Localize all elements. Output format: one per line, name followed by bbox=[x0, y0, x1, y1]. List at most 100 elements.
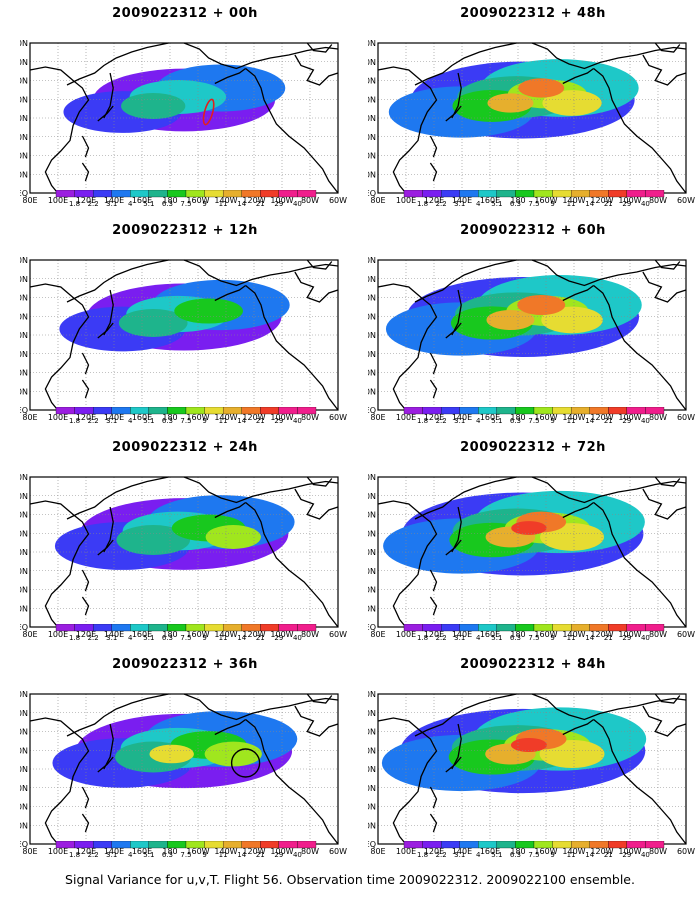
coastline bbox=[429, 786, 438, 809]
lon-label: 60W bbox=[677, 413, 695, 422]
coastline bbox=[29, 283, 90, 411]
coastline bbox=[593, 501, 687, 628]
colorbar-swatch bbox=[422, 190, 442, 198]
lon-label: 80W bbox=[649, 630, 667, 639]
colorbar-swatch bbox=[515, 624, 535, 632]
coastline bbox=[562, 501, 594, 519]
colorbar: 1.8 2.2 3.1 4 5.1 6.3 7.5 9 11 14 21 29 40 bbox=[403, 841, 665, 859]
colorbar-label: 2.2 bbox=[88, 417, 99, 425]
lon-label: 80E bbox=[370, 413, 385, 422]
lon-label: 100W bbox=[270, 196, 293, 205]
colorbar-swatch bbox=[260, 841, 280, 849]
lat-label: 50N bbox=[20, 746, 28, 755]
panel-title: 2009022312 + 72h bbox=[460, 440, 606, 455]
colorbar-swatch bbox=[422, 841, 442, 849]
colorbar-swatch bbox=[297, 841, 317, 849]
variance-field bbox=[63, 64, 286, 133]
lat-label: 40N bbox=[368, 548, 376, 557]
colorbar-swatch bbox=[552, 624, 572, 632]
coastline bbox=[562, 284, 594, 302]
map-plot: 80N 70N 60N 50N 40N 30N 20N 10N EQ80E 100E 120E 140… bbox=[368, 39, 695, 205]
coastline bbox=[429, 569, 438, 592]
lat-label: 20N bbox=[20, 803, 28, 812]
lon-label: 160E bbox=[132, 847, 152, 856]
coastline bbox=[562, 718, 594, 736]
colorbar-swatch bbox=[241, 841, 261, 849]
coastline bbox=[642, 705, 687, 737]
colorbar-swatch bbox=[55, 624, 75, 632]
colorbar-swatch bbox=[552, 841, 572, 849]
colorbar-swatch bbox=[167, 407, 187, 415]
colorbar-swatch bbox=[130, 841, 150, 849]
lat-label: 40N bbox=[20, 548, 28, 557]
lon-label: 140E bbox=[452, 413, 472, 422]
lon-label: 160W bbox=[534, 413, 557, 422]
colorbar-swatch bbox=[185, 407, 205, 415]
colorbar-label: 6.3 bbox=[510, 417, 521, 425]
lat-label: 10N bbox=[20, 821, 28, 830]
panel-title: 2009022312 + 60h bbox=[460, 223, 606, 238]
coastline bbox=[97, 539, 114, 556]
colorbar-swatch bbox=[515, 407, 535, 415]
coastline bbox=[414, 42, 517, 86]
colorbar-swatch bbox=[260, 624, 280, 632]
colorbar-swatch bbox=[403, 190, 423, 198]
map-plot: 80N 70N 60N 50N 40N 30N 20N 10N EQ80E 100E 120E 140… bbox=[20, 690, 347, 856]
coastline bbox=[306, 693, 333, 704]
colorbar-swatch bbox=[589, 841, 609, 849]
lon-label: 160E bbox=[480, 413, 500, 422]
coastline bbox=[81, 135, 90, 158]
colorbar-label: 6.3 bbox=[162, 417, 173, 425]
colorbar-label: 4 bbox=[128, 634, 133, 642]
coastline bbox=[451, 723, 462, 770]
coastline bbox=[245, 501, 339, 628]
lat-label: 50N bbox=[20, 95, 28, 104]
lon-label: 160W bbox=[534, 630, 557, 639]
colorbar-label: 40 bbox=[293, 200, 302, 208]
coastline bbox=[29, 500, 90, 628]
lon-label: 140W bbox=[214, 413, 237, 422]
colorbar-swatch bbox=[496, 190, 516, 198]
lon-label: 100W bbox=[618, 847, 641, 856]
colorbar-swatch bbox=[478, 407, 498, 415]
colorbar-label: 21 bbox=[604, 200, 613, 208]
lat-lon-grid bbox=[378, 260, 686, 410]
colorbar-label: 40 bbox=[641, 200, 650, 208]
lon-label: 140E bbox=[452, 630, 472, 639]
lat-label: 70N bbox=[20, 275, 28, 284]
colorbar-swatch bbox=[459, 624, 479, 632]
lat-label: 70N bbox=[368, 58, 376, 67]
lon-label: 180 bbox=[510, 630, 525, 639]
lat-label: 60N bbox=[368, 77, 376, 86]
lon-label: 120E bbox=[424, 630, 444, 639]
colorbar-label: 5.1 bbox=[491, 634, 502, 642]
lon-label: 160E bbox=[132, 196, 152, 205]
coastline bbox=[306, 476, 333, 487]
colorbar-label: 21 bbox=[256, 417, 265, 425]
colorbar-label: 1.8 bbox=[417, 851, 428, 859]
colorbar-swatches bbox=[403, 190, 665, 198]
lon-label: 120W bbox=[590, 847, 613, 856]
lon-label: 140E bbox=[104, 847, 124, 856]
variance-patch bbox=[174, 298, 244, 324]
forecast-panel: 2009022312 + 60h 80N 70N 60N 50N 40N 30N 20N 10N… bbox=[368, 223, 698, 438]
colorbar-label: 2.2 bbox=[436, 634, 447, 642]
lon-label: 160W bbox=[186, 630, 209, 639]
colorbar-label: 6.3 bbox=[510, 634, 521, 642]
colorbar-label: 40 bbox=[641, 851, 650, 859]
colorbar: 1.8 2.2 3.1 4 5.1 6.3 7.5 9 11 14 21 29 40 bbox=[403, 190, 665, 208]
colorbar-swatches bbox=[403, 624, 665, 632]
coastline bbox=[562, 67, 594, 85]
coastline bbox=[451, 289, 462, 336]
colorbar-swatch bbox=[92, 841, 112, 849]
colorbar-label: 40 bbox=[293, 851, 302, 859]
colorbar-label: 7.5 bbox=[180, 634, 191, 642]
coastline bbox=[642, 271, 687, 303]
lon-label: 120E bbox=[424, 847, 444, 856]
colorbar-label: 11 bbox=[219, 851, 228, 859]
lat-label: 30N bbox=[368, 133, 376, 142]
colorbar-swatch bbox=[589, 624, 609, 632]
lat-label: EQ bbox=[20, 623, 28, 632]
colorbar-label: 7.5 bbox=[528, 200, 539, 208]
coastline bbox=[429, 352, 438, 375]
